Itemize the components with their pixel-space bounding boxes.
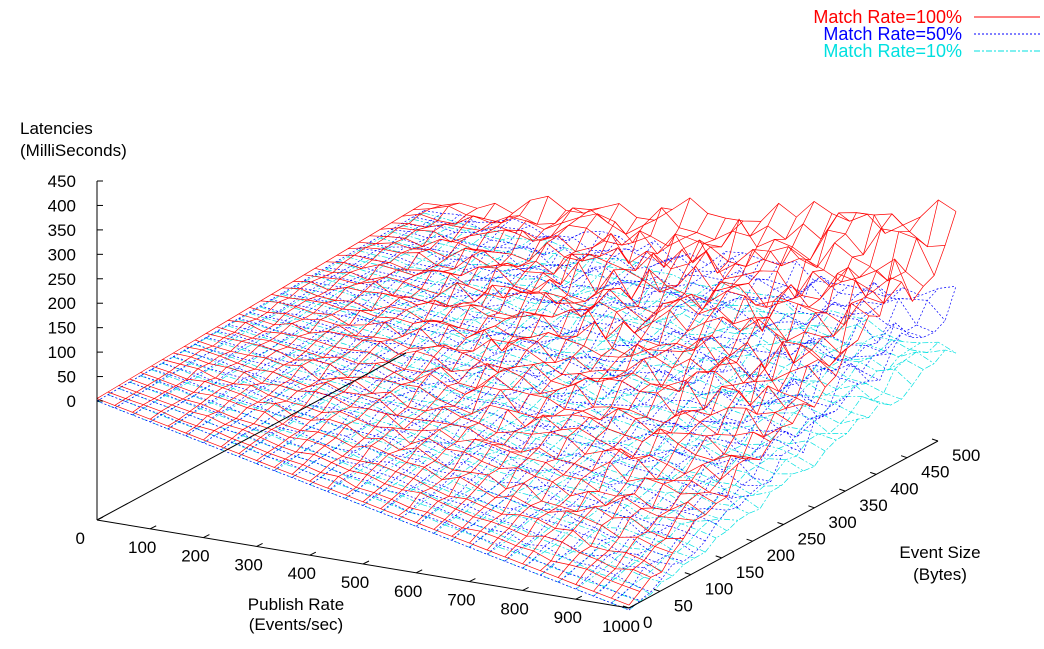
z-axis-label: (MilliSeconds) xyxy=(20,141,127,160)
y-tick-mark xyxy=(746,538,753,542)
y-tick-mark xyxy=(900,455,908,459)
x-tick-mark xyxy=(575,595,583,600)
y-axis-label: (Bytes) xyxy=(913,565,967,584)
x-tick-mark xyxy=(256,542,263,547)
x-tick-mark xyxy=(149,525,157,530)
x-axis-label: (Events/sec) xyxy=(249,615,343,634)
y-tick-mark xyxy=(653,588,661,592)
x-tick-mark xyxy=(362,560,370,565)
y-tick-mark xyxy=(777,522,784,525)
x-tick-label: 600 xyxy=(394,582,422,601)
x-tick-label: 0 xyxy=(76,529,85,548)
y-tick-mark xyxy=(839,488,846,492)
x-tick-label: 900 xyxy=(554,608,582,627)
y-tick-label: 500 xyxy=(952,446,980,465)
z-axis-label: Latencies xyxy=(20,119,93,138)
z-tick-label: 250 xyxy=(48,270,76,289)
x-tick-mark xyxy=(309,551,317,556)
z-tick-label: 400 xyxy=(48,196,76,215)
axes: 050100150200250300350400450Latencies(Mil… xyxy=(20,119,981,636)
y-tick-label: 450 xyxy=(921,463,949,482)
x-tick-label: 300 xyxy=(234,555,262,574)
legend-label: Match Rate=50% xyxy=(823,24,962,44)
back-floor-line xyxy=(96,352,407,521)
x-tick-label: 800 xyxy=(500,599,528,618)
y-tick-mark xyxy=(808,505,815,509)
z-tick-label: 350 xyxy=(48,221,76,240)
y-tick-mark xyxy=(622,605,630,609)
x-tick-label: 200 xyxy=(181,547,209,566)
x-tick-label: 1000 xyxy=(602,617,640,636)
y-tick-label: 400 xyxy=(890,479,918,498)
y-tick-mark xyxy=(715,555,722,559)
legend: Match Rate=100%Match Rate=50%Match Rate=… xyxy=(813,7,1040,61)
z-tick-label: 50 xyxy=(57,368,76,387)
surface-meshes xyxy=(96,195,957,611)
z-tick-label: 0 xyxy=(67,392,76,411)
z-tick-label: 200 xyxy=(48,294,76,313)
y-tick-label: 250 xyxy=(798,530,826,549)
y-tick-label: 200 xyxy=(767,546,795,565)
x-tick-label: 700 xyxy=(447,591,475,610)
x-tick-label: 500 xyxy=(341,573,369,592)
x-tick-mark xyxy=(628,604,636,609)
legend-label: Match Rate=100% xyxy=(813,7,962,27)
x-tick-mark xyxy=(203,534,210,539)
x-tick-label: 100 xyxy=(128,538,156,557)
z-tick-label: 300 xyxy=(48,245,76,264)
y-axis-label: Event Size xyxy=(899,543,980,562)
surface-match-rate-50- xyxy=(96,210,957,611)
y-tick-label: 300 xyxy=(828,513,856,532)
surface-match-rate-100- xyxy=(96,195,957,606)
z-tick-label: 150 xyxy=(48,319,76,338)
y-tick-label: 150 xyxy=(736,563,764,582)
x-tick-mark xyxy=(415,569,423,574)
z-tick-label: 100 xyxy=(48,343,76,362)
y-tick-mark xyxy=(870,471,877,475)
y-tick-label: 350 xyxy=(859,496,887,515)
y-tick-label: 0 xyxy=(643,613,652,632)
z-tick-label: 450 xyxy=(48,172,76,191)
y-tick-label: 100 xyxy=(705,580,733,599)
x-tick-mark xyxy=(522,586,529,591)
y-tick-label: 50 xyxy=(674,596,693,615)
y-tick-mark xyxy=(684,572,691,576)
x-tick-label: 400 xyxy=(288,564,316,583)
x-tick-mark xyxy=(96,516,104,521)
y-tick-mark xyxy=(931,438,939,442)
x-axis-label: Publish Rate xyxy=(248,595,344,614)
x-tick-mark xyxy=(469,578,476,583)
legend-label: Match Rate=10% xyxy=(823,41,962,61)
